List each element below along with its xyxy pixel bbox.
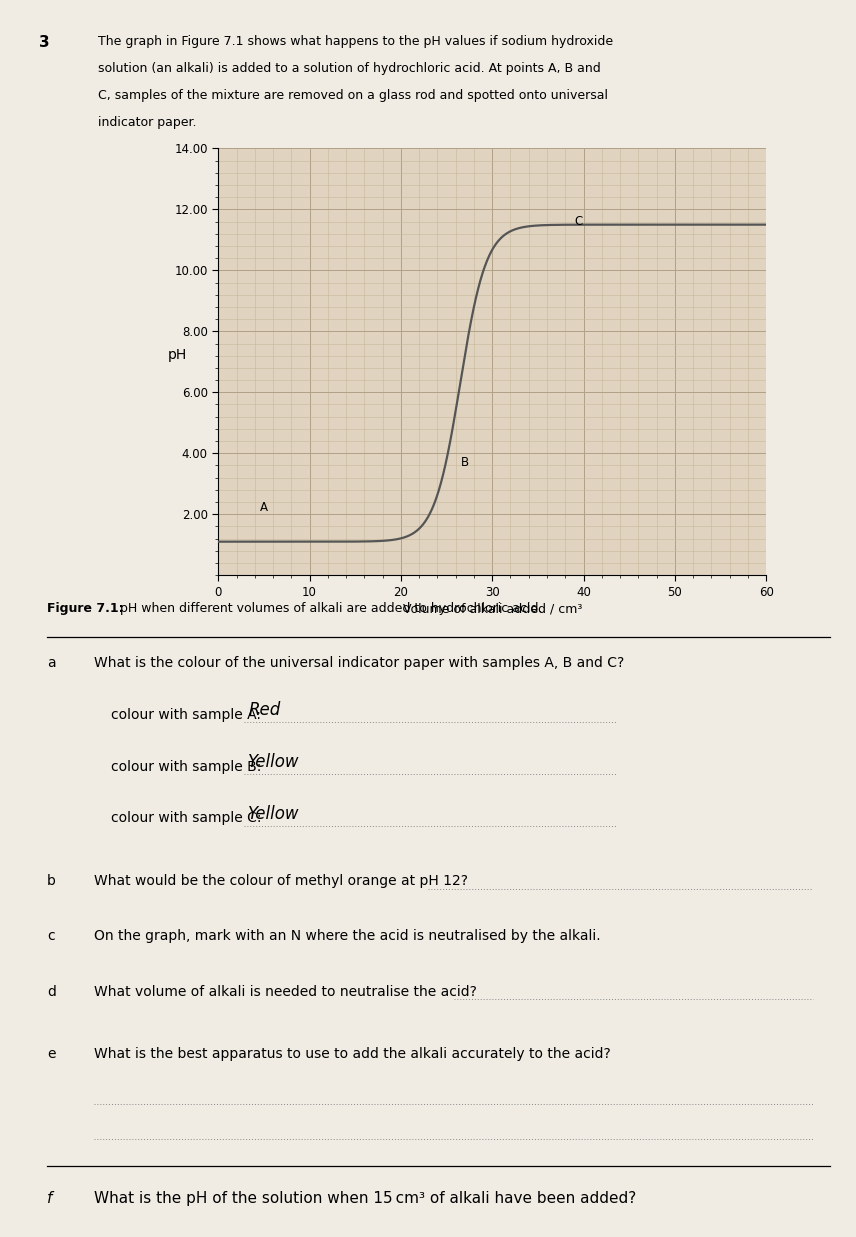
Text: Red: Red <box>248 701 281 720</box>
Text: What is the pH of the solution when 15 cm³ of alkali have been added?: What is the pH of the solution when 15 c… <box>94 1191 636 1206</box>
Text: b: b <box>47 873 56 888</box>
Text: B: B <box>461 455 469 469</box>
Text: Yellow: Yellow <box>248 805 300 824</box>
Text: indicator paper.: indicator paper. <box>98 116 197 130</box>
X-axis label: Volume of alkali added / cm³: Volume of alkali added / cm³ <box>402 602 582 616</box>
Text: What would be the colour of methyl orange at pH 12?: What would be the colour of methyl orang… <box>94 873 468 888</box>
Text: What volume of alkali is needed to neutralise the acid?: What volume of alkali is needed to neutr… <box>94 985 477 998</box>
Text: d: d <box>47 985 56 998</box>
Text: e: e <box>47 1047 56 1061</box>
Text: What is the colour of the universal indicator paper with samples A, B and C?: What is the colour of the universal indi… <box>94 656 624 669</box>
Text: A: A <box>260 501 268 515</box>
Text: C, samples of the mixture are removed on a glass rod and spotted onto universal: C, samples of the mixture are removed on… <box>98 89 609 103</box>
Text: f: f <box>47 1191 52 1206</box>
Text: c: c <box>47 929 55 944</box>
Text: Figure 7.1:: Figure 7.1: <box>47 602 124 616</box>
Text: colour with sample B:: colour with sample B: <box>111 760 262 773</box>
Text: Yellow: Yellow <box>248 753 300 772</box>
Text: The graph in Figure 7.1 shows what happens to the pH values if sodium hydroxide: The graph in Figure 7.1 shows what happe… <box>98 35 614 48</box>
Text: 3: 3 <box>39 35 49 49</box>
Text: colour with sample C:: colour with sample C: <box>111 811 262 825</box>
Text: a: a <box>47 656 56 669</box>
Text: C: C <box>574 215 583 228</box>
Text: colour with sample A:: colour with sample A: <box>111 708 261 721</box>
Text: solution (an alkali) is added to a solution of hydrochloric acid. At points A, B: solution (an alkali) is added to a solut… <box>98 62 601 75</box>
Text: On the graph, mark with an N where the acid is neutralised by the alkali.: On the graph, mark with an N where the a… <box>94 929 601 944</box>
Text: What is the best apparatus to use to add the alkali accurately to the acid?: What is the best apparatus to use to add… <box>94 1047 611 1061</box>
Text: pH when different volumes of alkali are added to hydrochloric acid.: pH when different volumes of alkali are … <box>116 602 542 616</box>
Y-axis label: pH: pH <box>168 348 187 361</box>
